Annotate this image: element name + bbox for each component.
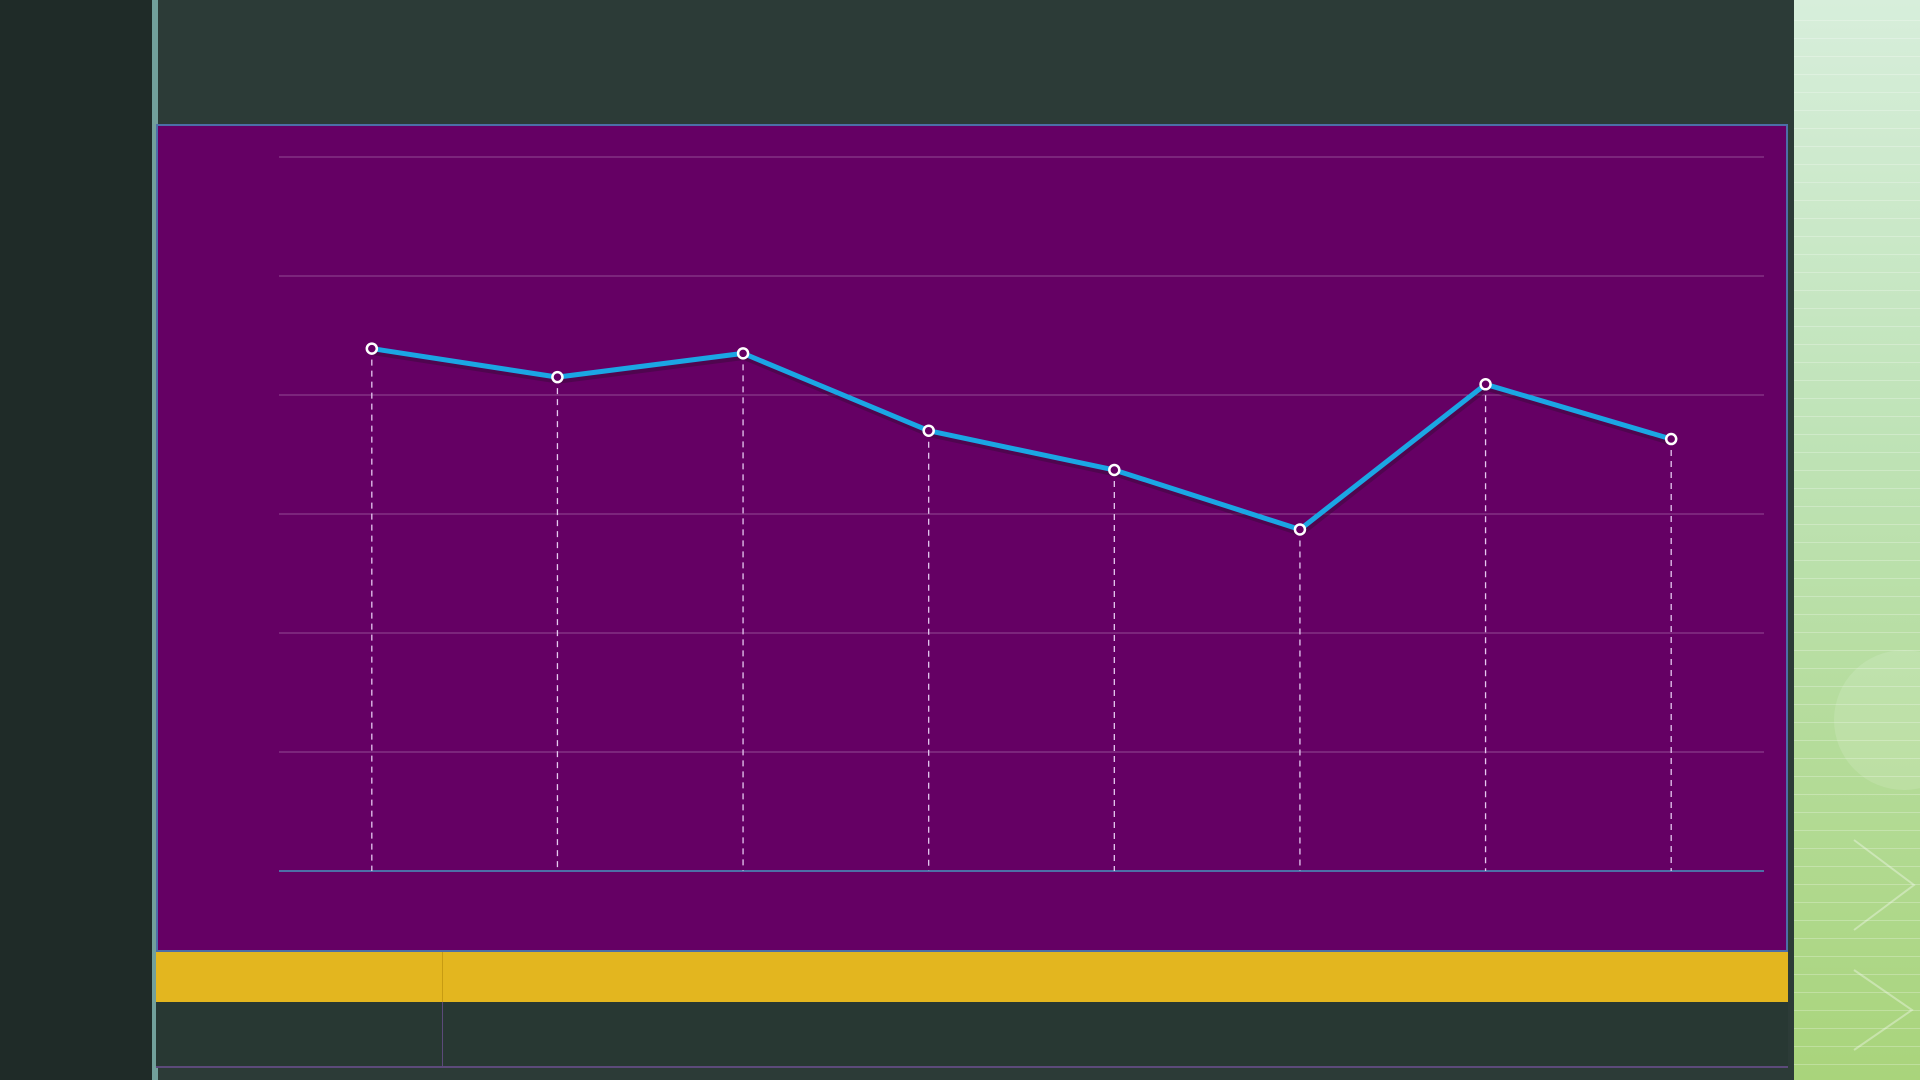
panel-stripe (1794, 686, 1920, 687)
panel-stripe (1794, 272, 1920, 273)
series-line-layer (371, 346, 1674, 537)
left-rail (0, 0, 152, 1080)
panel-stripe (1794, 938, 1920, 939)
panel-stripe (1794, 596, 1920, 597)
drop-lines-layer (371, 348, 1672, 871)
panel-stripe (1794, 848, 1920, 849)
panel-stripe (1794, 290, 1920, 291)
panel-stripe (1794, 830, 1920, 831)
data-point (736, 347, 750, 360)
panel-stripe (1794, 128, 1920, 129)
data-point (1479, 378, 1492, 391)
panel-stripe (1794, 704, 1920, 705)
panel-stripe (1794, 722, 1920, 723)
panel-stripe (1794, 560, 1920, 561)
panel-stripe (1794, 398, 1920, 399)
panel-stripe (1794, 866, 1920, 867)
panel-stripe (1794, 740, 1920, 741)
panel-stripe (1794, 992, 1920, 993)
panel-stripe (1794, 1028, 1920, 1029)
panel-stripe (1794, 344, 1920, 345)
panel-stripe (1794, 632, 1920, 633)
panel-stripe (1794, 416, 1920, 417)
panel-stripe (1794, 236, 1920, 237)
panel-stripe (1794, 362, 1920, 363)
panel-stripe (1794, 506, 1920, 507)
panel-stripe (1794, 776, 1920, 777)
panel-stripe (1794, 1010, 1920, 1011)
header-divider (442, 952, 443, 1002)
panel-stripe (1794, 974, 1920, 975)
panel-stripe (1794, 470, 1920, 471)
panel-stripe (1794, 146, 1920, 147)
lower-row (156, 1002, 1788, 1068)
panel-stripe (1794, 956, 1920, 957)
right-decorative-panel (1794, 0, 1920, 1080)
panel-stripe (1794, 92, 1920, 93)
data-point (1293, 523, 1307, 536)
panel-stripe (1794, 218, 1920, 219)
panel-stripe (1794, 110, 1920, 111)
panel-stripe (1794, 380, 1920, 381)
panel-stripe (1794, 542, 1920, 543)
panel-stripe (1794, 254, 1920, 255)
data-point (1664, 432, 1678, 446)
decorative-chevrons (1834, 650, 1920, 1051)
lower-divider (442, 1002, 443, 1068)
panel-stripe (1794, 650, 1920, 651)
panel-stripe (1794, 326, 1920, 327)
panel-stripe (1794, 668, 1920, 669)
panel-stripe (1794, 200, 1920, 201)
grid-layer (279, 156, 1764, 872)
panel-stripe (1794, 884, 1920, 885)
panel-stripe (1794, 794, 1920, 795)
panel-stripe (1794, 74, 1920, 75)
panel-stripe (1794, 488, 1920, 489)
rail-accent (152, 0, 158, 1080)
panel-stripe (1794, 434, 1920, 435)
panel-stripe (1794, 920, 1920, 921)
panel-stripe (1794, 524, 1920, 525)
panel-stripe (1794, 452, 1920, 453)
panel-stripe (1794, 38, 1920, 39)
panel-stripe (1794, 1046, 1920, 1047)
panel-stripe (1794, 56, 1920, 57)
panel-stripe (1794, 812, 1920, 813)
markers-layer (365, 342, 1678, 536)
panel-stripe (1794, 1064, 1920, 1065)
yellow-header-row (156, 952, 1788, 1002)
panel-stripe (1794, 164, 1920, 165)
data-point (1108, 463, 1121, 477)
chart-frame (156, 124, 1788, 952)
panel-stripe (1794, 182, 1920, 183)
series-line-shadow (372, 348, 1674, 537)
panel-stripe (1794, 902, 1920, 903)
data-point (365, 342, 379, 355)
panel-stripe (1794, 20, 1920, 21)
series-line (371, 346, 1672, 532)
data-point (551, 370, 564, 384)
data-point (922, 424, 935, 437)
panel-stripe (1794, 758, 1920, 759)
panel-stripe (1794, 578, 1920, 579)
panel-stripe (1794, 308, 1920, 309)
panel-stripe (1794, 614, 1920, 615)
